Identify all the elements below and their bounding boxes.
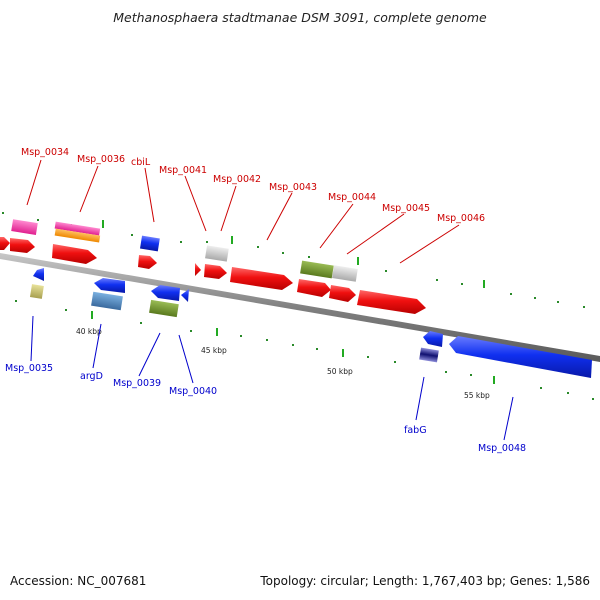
gene-arrow[interactable]: [195, 263, 201, 276]
gene-msp0041[interactable]: [205, 245, 229, 262]
gene-msp0043[interactable]: [230, 267, 293, 290]
gene-msp0040[interactable]: [181, 289, 189, 302]
gene-label-msp0034[interactable]: Msp_0034: [21, 147, 69, 158]
gene-msp0044[interactable]: [300, 260, 334, 279]
gene-cbiL[interactable]: [140, 235, 160, 252]
gene-arrow[interactable]: [10, 238, 35, 253]
gene-block-orange[interactable]: [54, 228, 101, 243]
accession-text: Accession: NC_007681: [10, 574, 147, 588]
gene-msp0045[interactable]: [332, 265, 358, 282]
gene-arrow[interactable]: [33, 268, 44, 281]
genome-summary-text: Topology: circular; Length: 1,767,403 bp…: [260, 574, 590, 588]
gene-block-pink[interactable]: [54, 221, 101, 236]
gene-label-cbiL[interactable]: cbiL: [131, 157, 151, 168]
gene-label-msp0043[interactable]: Msp_0043: [269, 182, 317, 193]
map-title: Methanosphaera stadtmanae DSM 3091, comp…: [113, 10, 487, 25]
gene-label-msp0048[interactable]: Msp_0048: [478, 443, 526, 454]
gene-msp0048[interactable]: [449, 336, 592, 378]
gene-msp0039[interactable]: [149, 299, 179, 318]
gene-label-msp0035[interactable]: Msp_0035: [5, 363, 53, 374]
tick-label-40: 40 kbp: [76, 327, 102, 336]
tick-label-45: 45 kbp: [201, 346, 227, 355]
genome-backbone: [0, 253, 600, 362]
gene-label-msp0042[interactable]: Msp_0042: [213, 174, 261, 185]
reverse-leaders: [30, 315, 514, 441]
gene-msp0046[interactable]: [357, 290, 426, 314]
gene-label-argD[interactable]: argD: [80, 371, 103, 382]
gene-label-msp0044[interactable]: Msp_0044: [328, 192, 376, 203]
gene-msp0042[interactable]: [204, 264, 227, 279]
gene-arrow[interactable]: [151, 285, 180, 301]
gene-fabG[interactable]: [419, 347, 439, 363]
dotted-guides: [2, 212, 594, 400]
gene-msp0034[interactable]: [11, 219, 38, 235]
reverse-genes: [29, 268, 592, 378]
forward-leaders: [26, 159, 460, 264]
gene-label-msp0046[interactable]: Msp_0046: [437, 213, 485, 224]
forward-genes: [0, 219, 426, 314]
gene-arrow[interactable]: [138, 255, 157, 269]
gene-arrow[interactable]: [94, 278, 125, 293]
scale-ticks: [91, 220, 495, 384]
gene-label-fabG[interactable]: fabG: [404, 425, 427, 436]
tick-label-50: 50 kbp: [327, 367, 353, 376]
gene-arrow[interactable]: [329, 285, 356, 302]
gene-msp0035[interactable]: [29, 284, 44, 299]
gene-arrow[interactable]: [297, 279, 331, 297]
tick-label-55: 55 kbp: [464, 391, 490, 400]
gene-msp0036[interactable]: [52, 244, 97, 264]
gene-label-msp0045[interactable]: Msp_0045: [382, 203, 430, 214]
gene-label-msp0040[interactable]: Msp_0040: [169, 386, 217, 397]
gene-label-msp0041[interactable]: Msp_0041: [159, 165, 207, 176]
gene-arrow[interactable]: [423, 331, 443, 347]
gene-arrow[interactable]: [0, 237, 10, 250]
gene-label-msp0039[interactable]: Msp_0039: [113, 378, 161, 389]
gene-label-msp0036[interactable]: Msp_0036: [77, 154, 125, 165]
gene-argD[interactable]: [91, 291, 123, 311]
